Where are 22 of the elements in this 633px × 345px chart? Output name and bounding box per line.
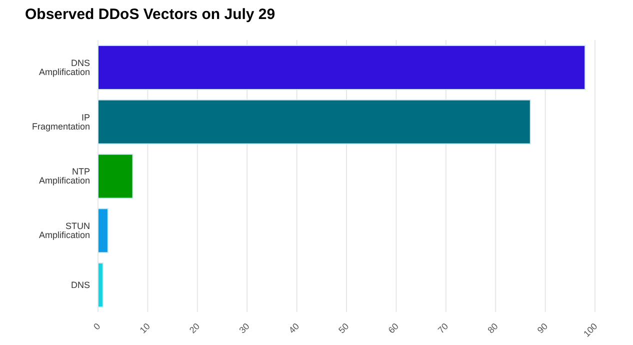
bar	[98, 208, 108, 254]
x-tick-label: 50	[336, 321, 351, 336]
x-tick-label: 80	[486, 321, 500, 336]
bar	[98, 262, 104, 308]
x-tick-label: 30	[237, 321, 252, 336]
x-tick-label: 100	[582, 321, 600, 339]
x-tick-label: 0	[92, 321, 102, 332]
x-tick-label: 10	[138, 321, 152, 336]
bar	[98, 44, 586, 90]
y-tick-label: STUN Amplification	[38, 221, 90, 240]
chart-title: Observed DDoS Vectors on July 29	[24, 6, 276, 23]
bar	[98, 154, 134, 199]
x-tick-label: 20	[187, 321, 202, 336]
x-tick-label: 60	[386, 321, 400, 336]
x-tick-label: 70	[436, 321, 450, 336]
x-tick-label: 90	[535, 321, 550, 336]
y-tick-label: IP Fragmentation	[32, 112, 90, 132]
bar	[98, 99, 531, 144]
y-tick-label: NTP Amplification	[38, 166, 90, 186]
y-tick-label: DNS Amplification	[38, 58, 90, 77]
y-tick-label: DNS	[70, 280, 90, 290]
x-tick-label: 40	[286, 321, 302, 336]
